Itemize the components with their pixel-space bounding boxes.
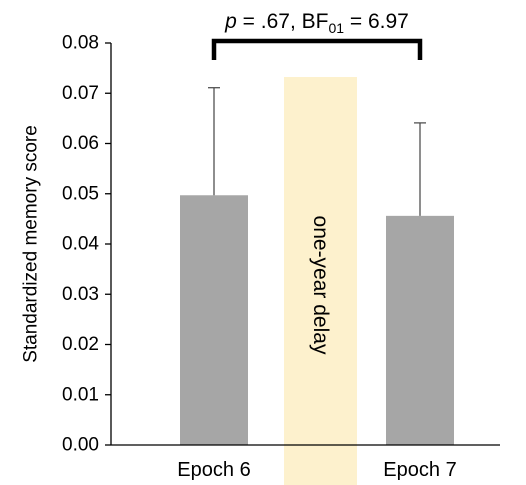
bf-subscript: 01 [328, 20, 344, 36]
delay-band-label: one-year delay [309, 216, 332, 355]
bar [180, 195, 248, 445]
bar [386, 215, 454, 445]
y-tick-label: 0.01 [62, 384, 99, 405]
y-axis-title: Standardized memory score [21, 125, 42, 363]
delay-band: one-year delay [284, 77, 357, 485]
y-tick-label: 0.05 [62, 183, 99, 204]
y-tick-label: 0.02 [62, 334, 99, 355]
delay-band-rect [284, 77, 357, 485]
error-bars-group [208, 87, 426, 216]
p-symbol: p [224, 10, 237, 33]
y-tick-label: 0.08 [62, 33, 99, 54]
x-labels-group: Epoch 6 Epoch 7 [177, 459, 456, 481]
y-tick-label: 0.03 [62, 284, 99, 305]
y-tick-label: 0.00 [62, 435, 99, 456]
y-tick-label: 0.06 [62, 133, 99, 154]
bf-text: = 6.97 [344, 10, 409, 33]
x-category-label: Epoch 7 [383, 459, 456, 481]
y-tick-label: 0.07 [62, 83, 99, 104]
bars-group [180, 195, 454, 445]
x-category-label: Epoch 6 [177, 459, 250, 481]
y-ticks-group: 0.00 0.01 0.02 0.03 0.04 0.05 0.06 0.07 0.08 [62, 33, 111, 456]
significance-label: p = .67, BF01 = 6.97 [224, 10, 409, 36]
p-text: = .67, BF [237, 10, 329, 33]
significance-annotation: p = .67, BF01 = 6.97 [211, 10, 423, 60]
y-tick-label: 0.04 [62, 234, 99, 255]
significance-bracket [211, 38, 423, 60]
